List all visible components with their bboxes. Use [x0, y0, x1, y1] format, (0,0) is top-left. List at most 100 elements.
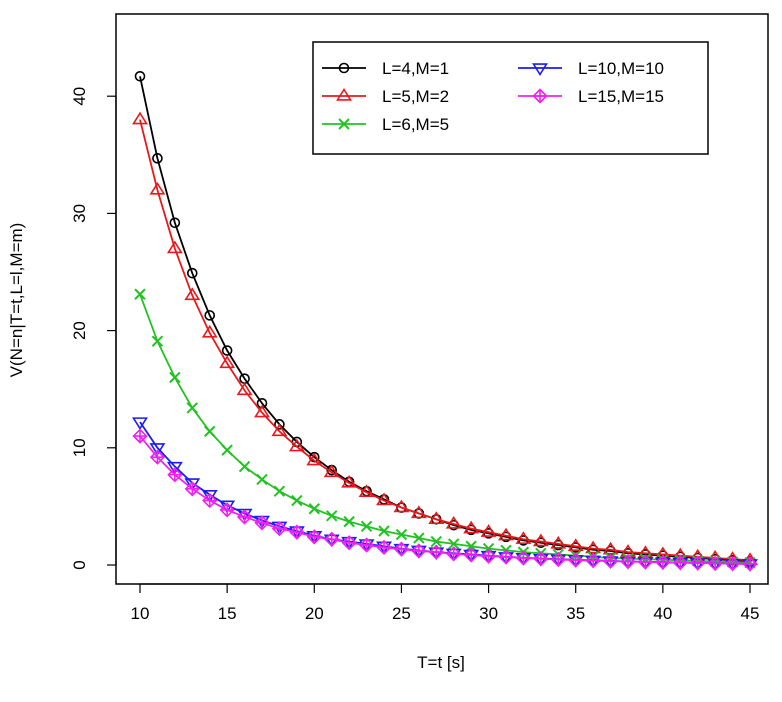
data-point: [465, 540, 477, 552]
data-point: [515, 531, 532, 544]
legend: L=4,M=1 L=5,M=2 L=6,M=5 L=10,M=10 L=15,M=15: [312, 41, 709, 155]
data-point: [341, 535, 357, 551]
data-point: [169, 217, 181, 229]
data-point: [446, 546, 462, 562]
x-tick-label: 20: [305, 604, 324, 623]
y-tick-label: 10: [70, 438, 89, 457]
data-point: [445, 515, 462, 529]
data-point: [238, 460, 251, 473]
data-point: [378, 525, 390, 537]
data-point: [132, 428, 148, 444]
data-point: [306, 529, 322, 545]
data-point: [324, 531, 340, 547]
data-point: [672, 555, 688, 571]
data-point: [338, 62, 350, 74]
x-tick-label: 15: [218, 604, 237, 623]
series-line: [139, 119, 751, 562]
data-point: [271, 423, 288, 437]
x-tick-label: 40: [653, 604, 672, 623]
legend-label: L=6,M=5: [382, 115, 449, 134]
data-point: [152, 153, 163, 164]
legend-entry: L=10,M=10: [518, 59, 664, 78]
data-point: [742, 556, 758, 572]
x-axis-label: T=t [s]: [417, 653, 465, 672]
series-5: [132, 428, 758, 572]
data-point: [204, 310, 216, 321]
data-point: [395, 528, 408, 541]
data-point: [184, 481, 200, 497]
series-group: [132, 70, 758, 572]
x-tick-label: 30: [479, 604, 498, 623]
y-axis-label: V(N=n|T=t,L=l,M=m): [7, 223, 26, 378]
data-point: [186, 402, 198, 414]
data-point: [134, 70, 146, 82]
data-point: [291, 494, 303, 507]
legend-label: L=5,M=2: [382, 87, 449, 106]
data-point: [132, 417, 148, 431]
data-point: [326, 510, 338, 522]
data-point: [219, 355, 236, 369]
data-point: [430, 535, 442, 548]
data-point: [532, 88, 548, 104]
data-point: [338, 118, 350, 130]
data-point: [323, 464, 340, 478]
data-point: [637, 554, 654, 570]
data-point: [360, 520, 373, 533]
data-point: [690, 555, 706, 571]
data-point: [480, 524, 497, 537]
data-point: [288, 438, 305, 452]
data-point: [410, 505, 427, 519]
legend-entry: L=6,M=5: [322, 115, 449, 134]
data-point: [358, 484, 375, 498]
data-point: [448, 538, 460, 550]
data-point: [169, 371, 181, 384]
data-point: [376, 492, 392, 506]
legend-entry: L=15,M=15: [518, 87, 664, 106]
data-point: [393, 499, 410, 513]
data-point: [428, 544, 444, 560]
data-point: [184, 478, 201, 491]
data-point: [463, 547, 479, 563]
y-tick-label: 20: [70, 321, 89, 340]
data-point: [219, 502, 235, 518]
legend-entry: L=4,M=1: [322, 59, 449, 78]
data-point: [221, 444, 233, 456]
data-point: [166, 461, 183, 475]
data-point: [463, 520, 480, 534]
data-point: [236, 509, 253, 525]
data-point: [256, 397, 268, 409]
data-point: [221, 345, 233, 356]
data-point: [151, 335, 164, 347]
data-point: [585, 553, 601, 569]
legend-box: [312, 41, 709, 155]
data-point: [532, 63, 548, 77]
legend-label: L=10,M=10: [578, 59, 664, 78]
data-point: [202, 492, 218, 509]
data-point: [498, 527, 514, 541]
data-point: [498, 549, 514, 565]
data-point: [532, 533, 549, 547]
data-point: [707, 555, 723, 571]
data-point: [271, 521, 288, 537]
legend-label: L=15,M=15: [578, 87, 664, 106]
x-tick-label: 35: [566, 604, 585, 623]
data-point: [620, 553, 636, 570]
data-point: [655, 554, 671, 570]
data-point: [724, 555, 741, 572]
y-tick-label: 30: [70, 204, 89, 223]
data-point: [376, 539, 392, 556]
data-point: [341, 474, 358, 488]
data-point: [413, 532, 425, 544]
data-point: [289, 524, 305, 540]
data-point: [201, 324, 218, 338]
data-point: [274, 419, 285, 430]
data-point: [585, 540, 602, 554]
data-point: [254, 515, 270, 531]
data-point: [533, 551, 549, 567]
data-point: [184, 287, 201, 301]
x-tick-label: 10: [131, 604, 150, 623]
y-tick-label: 0: [70, 560, 89, 569]
data-point: [204, 425, 216, 438]
data-point: [132, 111, 148, 125]
